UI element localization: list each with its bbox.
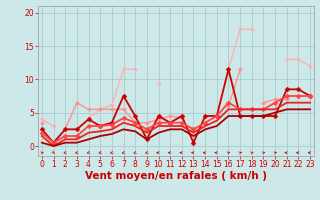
X-axis label: Vent moyen/en rafales ( km/h ): Vent moyen/en rafales ( km/h ) bbox=[85, 171, 267, 181]
